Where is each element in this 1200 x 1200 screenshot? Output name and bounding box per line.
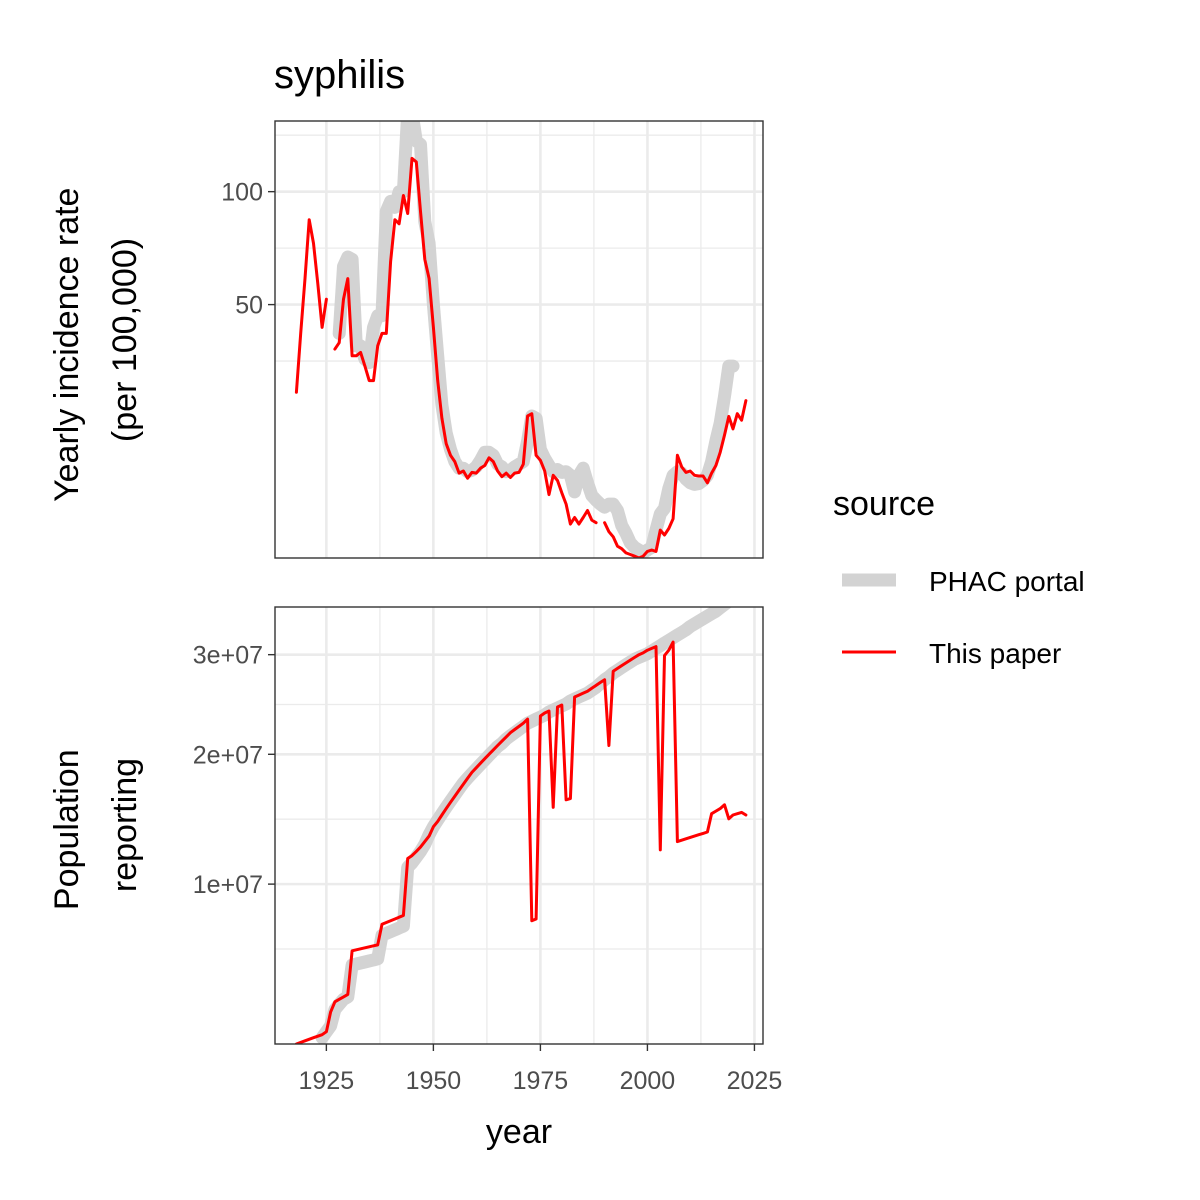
legend-label-phac: PHAC portal	[929, 566, 1085, 597]
legend-label-paper: This paper	[929, 638, 1061, 669]
y-tick-label: 1e+07	[193, 871, 263, 899]
y-tick-label: 2e+07	[193, 741, 263, 769]
series-group	[294, 121, 748, 558]
panel-incidence-background	[275, 121, 763, 558]
x-axis-title: year	[486, 1113, 552, 1151]
y-tick-label: 50	[235, 292, 263, 320]
y-title-line-1: Yearly incidence rate	[48, 188, 86, 502]
y-title-line-1: Population	[48, 749, 86, 910]
panel-population: 1e+07 2e+07 3e+07 Population reporting	[48, 606, 764, 1045]
legend-item-phac: PHAC portal	[842, 566, 1085, 597]
panel-population-lines	[294, 607, 748, 1044]
x-tick-label: 1925	[299, 1067, 355, 1095]
panel-incidence-y-axis-title: Yearly incidence rate (per 100,000)	[48, 178, 144, 502]
panel-population-y-axis-title: Population reporting	[48, 740, 144, 910]
x-tick-label: 1975	[513, 1067, 569, 1095]
series-line-this-paper	[603, 399, 748, 558]
legend-title: source	[833, 485, 935, 523]
panel-incidence-grid	[275, 121, 763, 558]
y-tick-label: 3e+07	[193, 642, 263, 670]
series-line-this-paper	[294, 640, 748, 1044]
series-line-this-paper	[333, 156, 598, 526]
y-title-line-2: reporting	[106, 758, 144, 892]
legend: source PHAC portal This paper	[833, 485, 1085, 669]
legend-item-paper: This paper	[842, 638, 1061, 669]
y-tick-label: 100	[221, 179, 263, 207]
x-axis: 1925 1950 1975 2000 2025	[299, 1044, 783, 1095]
panel-incidence-border	[274, 120, 764, 559]
panel-incidence: 50 100 Yearly incidence rate (per 100,000…	[48, 120, 764, 559]
series-group	[294, 607, 748, 1044]
panel-population-grid	[275, 607, 763, 1044]
panel-incidence-lines	[294, 121, 748, 558]
x-tick-label: 2000	[620, 1067, 676, 1095]
chart-title: syphilis	[274, 53, 405, 97]
x-tick-label: 2025	[727, 1067, 783, 1095]
series-line-this-paper	[294, 218, 328, 394]
panel-population-y-axis: 1e+07 2e+07 3e+07	[193, 642, 275, 899]
y-title-line-2: (per 100,000)	[106, 238, 144, 442]
panel-incidence-y-axis: 50 100	[221, 179, 275, 320]
series-line-phac-portal	[332, 121, 740, 558]
x-tick-label: 1950	[406, 1067, 462, 1095]
panel-population-border	[274, 606, 764, 1045]
